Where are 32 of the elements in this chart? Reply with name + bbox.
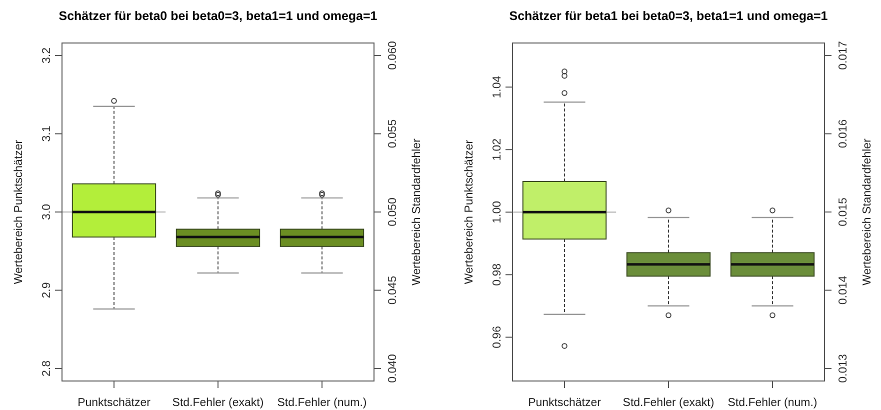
y-tick-label: 3.0 xyxy=(41,204,53,220)
y2-axis-title: Wertebereich Standardfehler xyxy=(411,138,423,286)
y2-tick-label: 0.040 xyxy=(387,354,399,383)
x-tick-label: Std.Fehler (num.) xyxy=(728,397,818,409)
x-tick-label: Punktschätzer xyxy=(528,397,602,409)
x-tick-label: Punktschätzer xyxy=(78,397,151,409)
y-tick-label: 2.8 xyxy=(41,360,53,376)
y2-tick-label: 0.017 xyxy=(838,41,850,70)
x-tick-label: Std.Fehler (exakt) xyxy=(622,397,714,409)
y2-tick-label: 0.015 xyxy=(838,198,850,226)
y-tick-label: 0.98 xyxy=(492,263,504,286)
y-tick-label: 1.04 xyxy=(492,75,504,98)
y2-tick-label: 0.045 xyxy=(387,276,399,305)
y-tick-label: 2.9 xyxy=(41,282,53,298)
y-tick-label: 1.00 xyxy=(492,200,504,224)
x-tick-label: Std.Fehler (num.) xyxy=(277,397,367,409)
x-tick-label: Std.Fehler (exakt) xyxy=(172,397,264,409)
y2-tick-label: 0.055 xyxy=(387,119,399,148)
chart-title: Schätzer für beta1 bei beta0=3, beta1=1 und omega=1 xyxy=(509,9,828,23)
chart-title: Schätzer für beta0 bei beta0=3, beta1=1 und omega=1 xyxy=(58,9,378,23)
y2-tick-label: 0.050 xyxy=(387,198,399,226)
y2-tick-label: 0.016 xyxy=(838,119,850,148)
y2-tick-label: 0.060 xyxy=(387,41,399,70)
y-axis-title: Wertebereich Punktschätzer xyxy=(13,140,25,284)
y2-tick-label: 0.014 xyxy=(838,275,850,305)
y-tick-label: 1.02 xyxy=(492,138,504,161)
y-tick-label: 3.1 xyxy=(41,126,53,142)
y2-tick-label: 0.013 xyxy=(838,354,850,383)
y-tick-label: 3.2 xyxy=(41,48,53,64)
y-tick-label: 0.96 xyxy=(492,326,504,348)
y-axis-title: Wertebereich Punktschätzer xyxy=(464,140,476,284)
y2-axis-title: Wertebereich Standardfehler xyxy=(862,138,874,286)
